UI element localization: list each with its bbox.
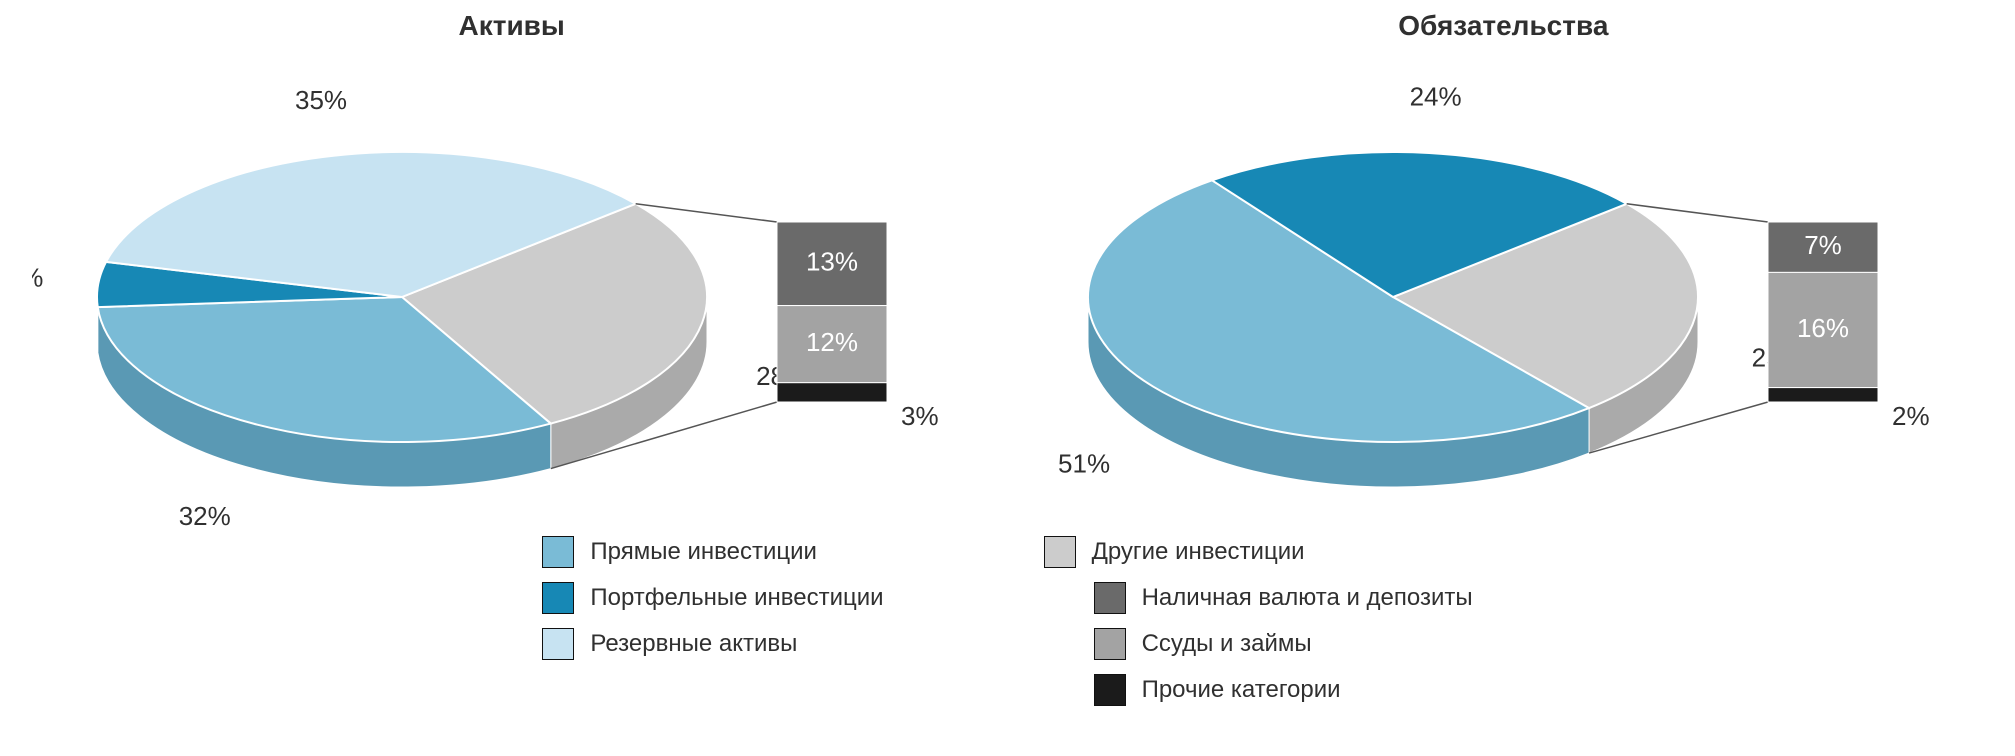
swatch-misc bbox=[1094, 674, 1126, 706]
breakout-label-loans: 12% bbox=[806, 327, 858, 357]
legend-right-col: Другие инвестиции Наличная валюта и депо… bbox=[1044, 536, 1473, 706]
breakout-bar-misc bbox=[1768, 388, 1878, 402]
slice-label-reserve: 35% bbox=[295, 85, 347, 115]
breakout-label-loans: 16% bbox=[1797, 313, 1849, 343]
legend-label-loans: Ссуды и займы bbox=[1142, 630, 1312, 658]
legend-item-other: Другие инвестиции bbox=[1044, 536, 1473, 568]
legend-label-portfolio: Портфельные инвестиции bbox=[590, 584, 883, 612]
swatch-other bbox=[1044, 536, 1076, 568]
legend-label-cash: Наличная валюта и депозиты bbox=[1142, 584, 1473, 612]
chart-right-svg: 25%51%24%7%16%2% bbox=[1023, 52, 1983, 532]
legend-item-misc: Прочие категории bbox=[1094, 674, 1473, 706]
legend: Прямые инвестиции Портфельные инвестиции… bbox=[0, 536, 2015, 706]
breakout-label-cash: 13% bbox=[806, 247, 858, 277]
page: Активы 28%32%5%35%13%12%3% Обязательства… bbox=[0, 0, 2015, 756]
legend-label-other: Другие инвестиции bbox=[1092, 538, 1305, 566]
legend-label-reserve: Резервные активы bbox=[590, 630, 797, 658]
legend-label-misc: Прочие категории bbox=[1142, 676, 1341, 704]
legend-label-direct: Прямые инвестиции bbox=[590, 538, 817, 566]
slice-label-portfolio: 5% bbox=[32, 262, 43, 292]
chart-left: Активы 28%32%5%35%13%12%3% bbox=[32, 10, 992, 532]
breakout-bar-misc bbox=[777, 383, 887, 402]
swatch-loans bbox=[1094, 628, 1126, 660]
breakout-label-misc: 3% bbox=[901, 401, 939, 431]
charts-row: Активы 28%32%5%35%13%12%3% Обязательства… bbox=[0, 0, 2015, 532]
legend-left-col: Прямые инвестиции Портфельные инвестиции… bbox=[542, 536, 883, 706]
slice-label-portfolio: 24% bbox=[1410, 81, 1462, 111]
breakout-label-cash: 7% bbox=[1805, 230, 1843, 260]
chart-right-title: Обязательства bbox=[1023, 10, 1983, 42]
legend-item-direct: Прямые инвестиции bbox=[542, 536, 883, 568]
swatch-direct bbox=[542, 536, 574, 568]
legend-item-cash: Наличная валюта и депозиты bbox=[1094, 582, 1473, 614]
slice-label-direct: 32% bbox=[178, 501, 230, 531]
chart-left-title: Активы bbox=[32, 10, 992, 42]
legend-item-reserve: Резервные активы bbox=[542, 628, 883, 660]
legend-item-portfolio: Портфельные инвестиции bbox=[542, 582, 883, 614]
swatch-cash bbox=[1094, 582, 1126, 614]
swatch-reserve bbox=[542, 628, 574, 660]
swatch-portfolio bbox=[542, 582, 574, 614]
breakout-label-misc: 2% bbox=[1892, 401, 1930, 431]
chart-left-svg: 28%32%5%35%13%12%3% bbox=[32, 52, 992, 532]
chart-right: Обязательства 25%51%24%7%16%2% bbox=[1023, 10, 1983, 532]
legend-item-loans: Ссуды и займы bbox=[1094, 628, 1473, 660]
slice-label-direct: 51% bbox=[1058, 449, 1110, 479]
